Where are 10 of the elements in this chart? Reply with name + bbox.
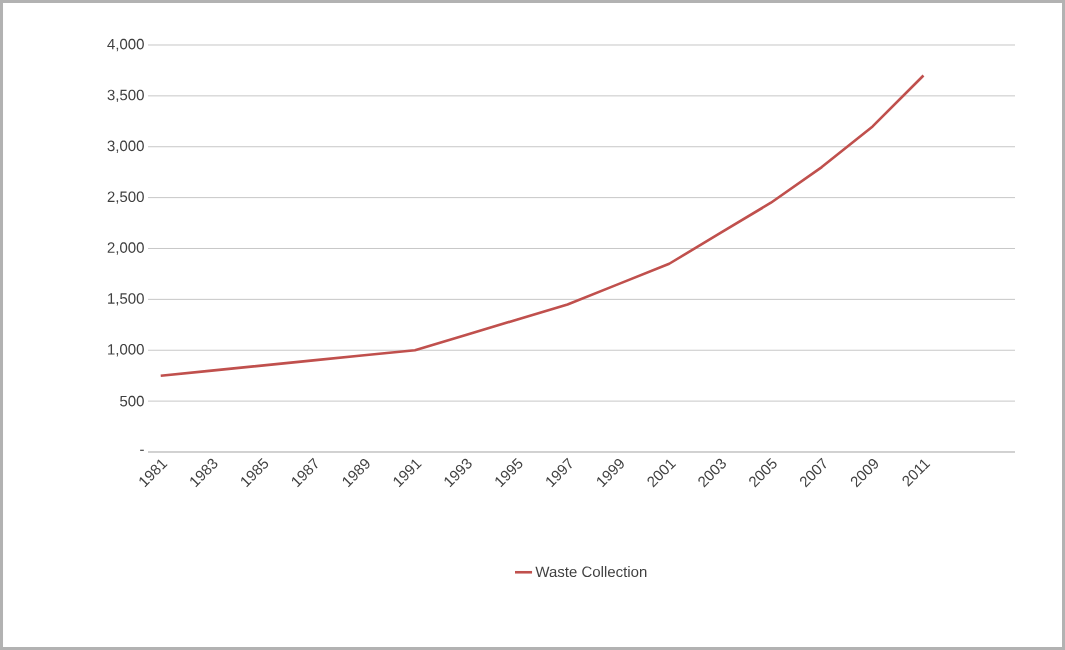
y-tick-label: 3,500	[107, 89, 144, 103]
y-tick-label: 1,000	[108, 344, 144, 357]
y-tick-label: 500	[120, 395, 144, 407]
y-tick-label: -	[140, 449, 144, 451]
y-tick-label: 2,000	[107, 242, 144, 255]
legend-label: Waste Collection	[535, 566, 647, 578]
y-tick-label: 4,000	[107, 38, 144, 52]
y-tick-label: 1,500	[108, 293, 144, 306]
y-tick-label: 2,500	[107, 191, 144, 204]
y-tick-label: 3,000	[107, 140, 144, 153]
